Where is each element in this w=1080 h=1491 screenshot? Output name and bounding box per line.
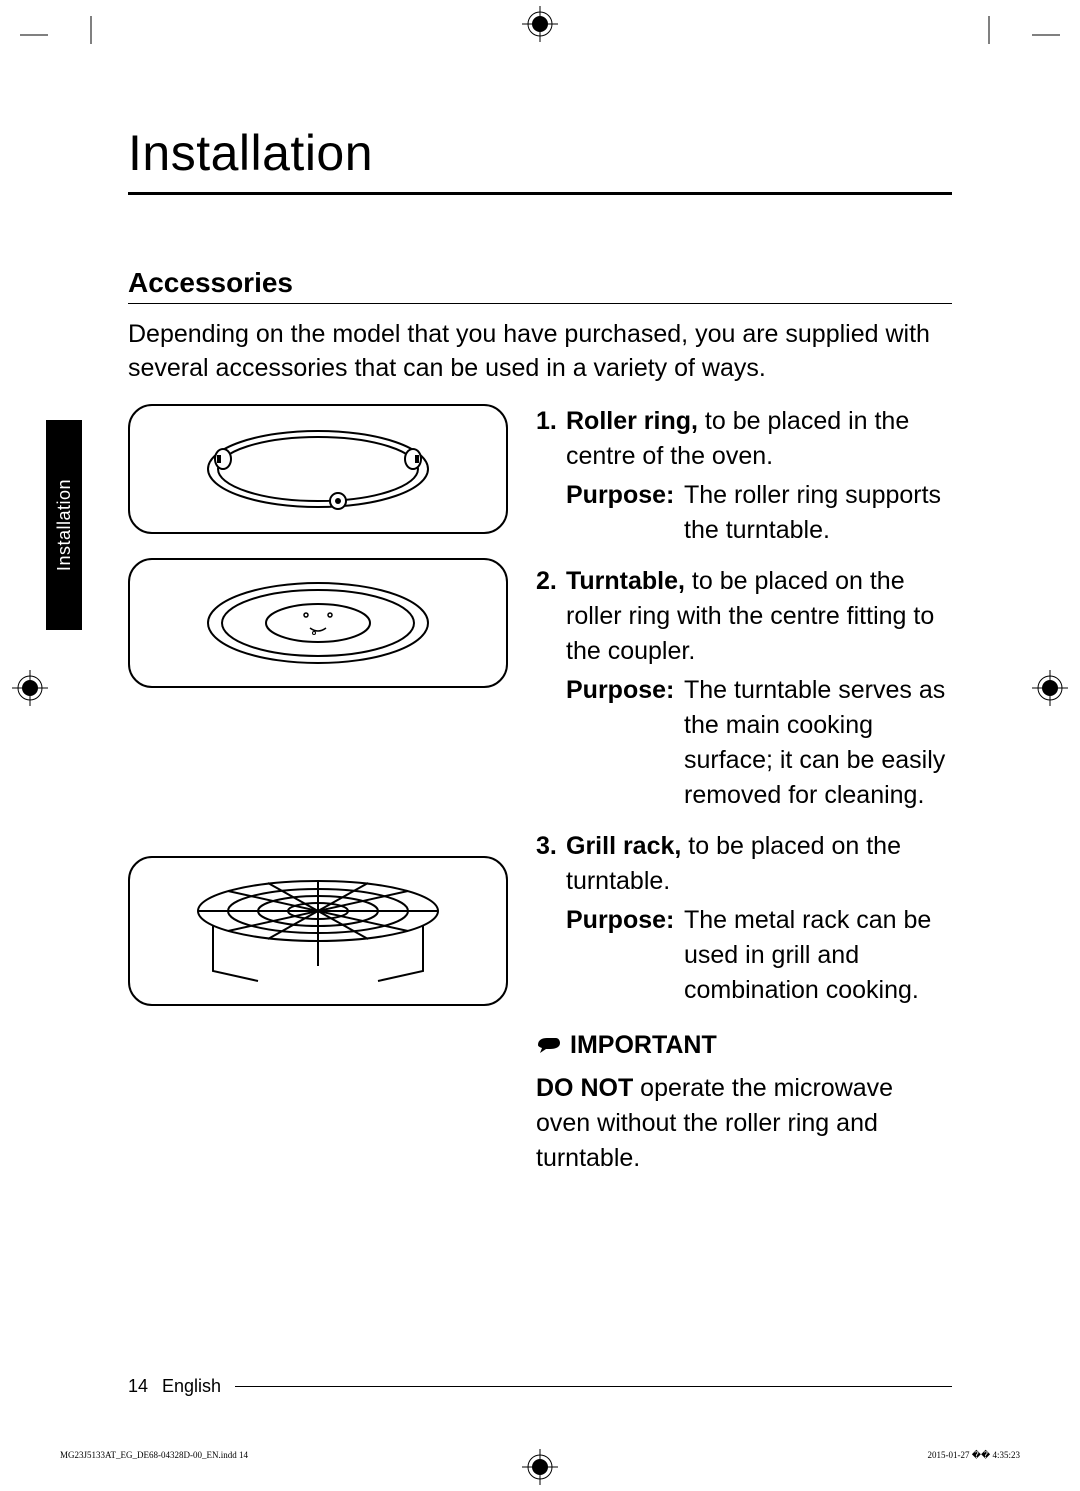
turntable-icon — [188, 573, 448, 673]
crop-mark-tl-v — [84, 16, 98, 44]
important-label-text: IMPORTANT — [570, 1028, 717, 1063]
item-number: 3. — [536, 829, 566, 1008]
registration-mark-right — [1032, 670, 1068, 706]
do-not-text: DO NOT — [536, 1074, 633, 1102]
crop-mark-tl — [20, 28, 48, 42]
item-number: 2. — [536, 564, 566, 813]
language-label: English — [162, 1376, 221, 1397]
two-column-layout: 1. Roller ring, to be placed in the cent… — [128, 404, 952, 1177]
text-column: 1. Roller ring, to be placed in the cent… — [536, 404, 952, 1177]
content-area: Installation Accessories Depending on th… — [128, 124, 952, 1176]
item-name: Turntable, — [566, 567, 685, 595]
purpose-text: The metal rack can be used in grill and … — [684, 903, 952, 1008]
figures-column — [128, 404, 508, 1177]
pointer-icon — [536, 1035, 562, 1055]
item-number: 1. — [536, 404, 566, 548]
accessories-list: 1. Roller ring, to be placed in the cent… — [536, 404, 952, 1008]
figure-grill-rack — [128, 856, 508, 1006]
purpose-label: Purpose: — [566, 673, 684, 813]
registration-mark-left — [12, 670, 48, 706]
page-number: 14 — [128, 1376, 148, 1397]
section-tab-label: Installation — [54, 479, 75, 571]
figure-roller-ring — [128, 404, 508, 534]
registration-mark-top — [522, 6, 558, 42]
figure-turntable — [128, 558, 508, 688]
crop-mark-tr-v — [982, 16, 996, 44]
intro-paragraph: Depending on the model that you have pur… — [128, 318, 952, 386]
section-subhead: Accessories — [128, 267, 952, 304]
list-item: 1. Roller ring, to be placed in the cent… — [536, 404, 952, 548]
section-tab: Installation — [46, 420, 82, 630]
item-name: Roller ring, — [566, 407, 698, 435]
roller-ring-icon — [188, 419, 448, 519]
purpose-label: Purpose: — [566, 478, 684, 548]
indd-filename: MG23J5133AT_EG_DE68-04328D-00_EN.indd 14 — [60, 1450, 248, 1461]
purpose-text: The turntable serves as the main cooking… — [684, 673, 952, 813]
page-footer: 14 English — [128, 1376, 952, 1397]
manual-page: Installation Installation Accessories De… — [0, 0, 1080, 1491]
important-heading: IMPORTANT — [536, 1028, 717, 1063]
print-metadata-footer: MG23J5133AT_EG_DE68-04328D-00_EN.indd 14… — [60, 1450, 1020, 1461]
list-item: 2. Turntable, to be placed on the roller… — [536, 564, 952, 813]
important-block: IMPORTANT DO NOT operate the microwave o… — [536, 1028, 952, 1177]
page-title: Installation — [128, 124, 952, 195]
footer-rule — [235, 1386, 952, 1387]
purpose-text: The roller ring supports the turntable. — [684, 478, 952, 548]
crop-mark-tr — [1032, 28, 1060, 42]
grill-rack-icon — [168, 871, 468, 991]
purpose-label: Purpose: — [566, 903, 684, 1008]
print-timestamp: 2015-01-27 �� 4:35:23 — [928, 1450, 1020, 1461]
list-item: 3. Grill rack, to be placed on the turnt… — [536, 829, 952, 1008]
item-name: Grill rack, — [566, 832, 681, 860]
important-text: DO NOT operate the microwave oven withou… — [536, 1071, 952, 1176]
